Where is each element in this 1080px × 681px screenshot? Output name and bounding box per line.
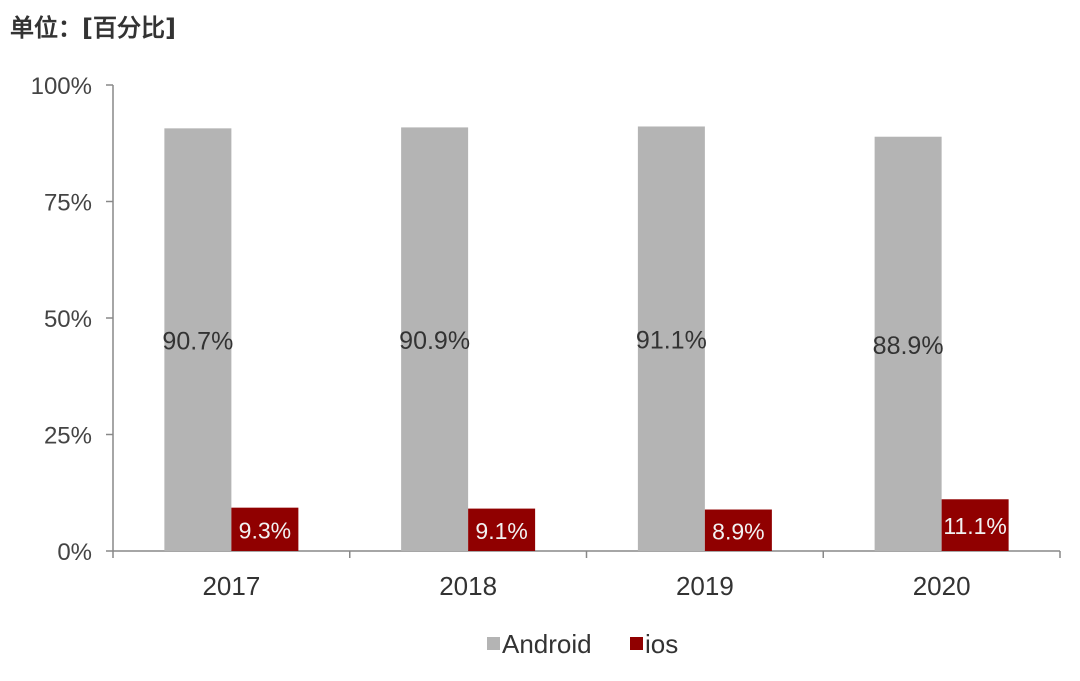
data-label: 91.1% bbox=[636, 327, 707, 355]
data-label: 90.9% bbox=[399, 327, 470, 355]
legend-label-ios: ios bbox=[645, 629, 678, 659]
x-tick-label: 2017 bbox=[202, 571, 260, 601]
bar-android bbox=[401, 127, 469, 551]
y-tick-label: 100% bbox=[31, 73, 92, 100]
legend-swatch-ios bbox=[630, 637, 643, 650]
y-tick-label: 75% bbox=[44, 190, 92, 217]
data-label: 88.9% bbox=[873, 332, 944, 360]
bar-android bbox=[874, 136, 942, 551]
x-tick-label: 2020 bbox=[913, 571, 971, 601]
bar-ios bbox=[468, 508, 536, 551]
bar-android bbox=[637, 126, 705, 551]
data-label: 11.1% bbox=[943, 513, 1007, 539]
bar-ios bbox=[231, 507, 299, 551]
data-label: 90.7% bbox=[162, 328, 233, 356]
data-label: 9.1% bbox=[475, 518, 527, 544]
y-tick-label: 25% bbox=[44, 423, 92, 450]
x-tick-label: 2019 bbox=[676, 571, 734, 601]
y-tick-label: 0% bbox=[57, 539, 92, 566]
bar-android bbox=[164, 128, 232, 551]
data-label: 8.9% bbox=[712, 518, 764, 544]
legend-swatch-android bbox=[487, 637, 500, 650]
y-tick-label: 50% bbox=[44, 306, 92, 333]
legend-label-android: Android bbox=[502, 629, 592, 659]
unit-label: 单位：[百分比] bbox=[10, 14, 176, 42]
bar-ios bbox=[941, 499, 1009, 551]
x-tick-label: 2018 bbox=[439, 571, 497, 601]
data-label: 9.3% bbox=[239, 517, 291, 543]
bar-ios bbox=[704, 509, 772, 551]
